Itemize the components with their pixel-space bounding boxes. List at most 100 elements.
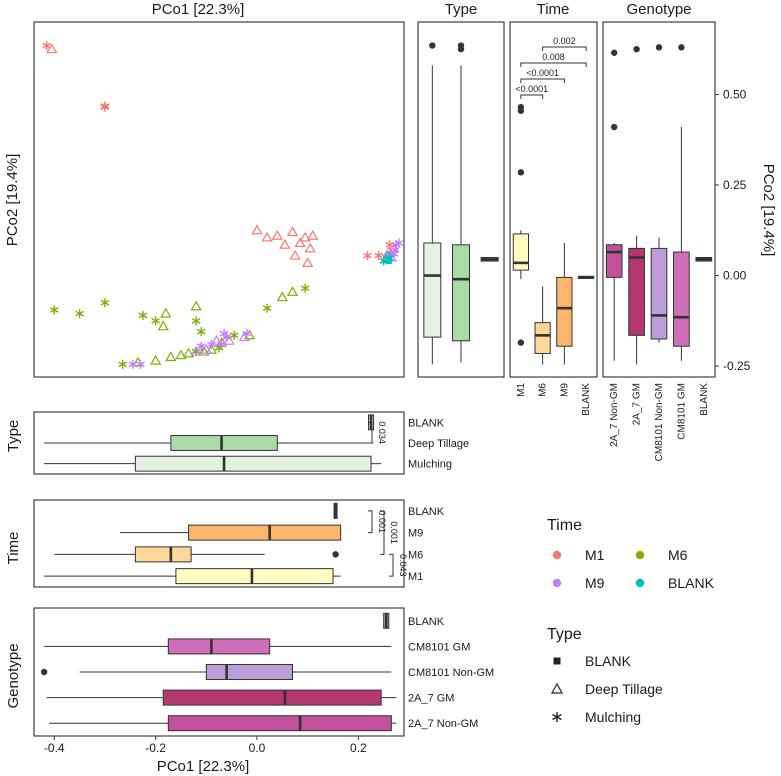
scatter-point-m9-48-stroke-2 (128, 361, 138, 368)
scatter-point-m6-35 (286, 286, 299, 296)
scatter-point-m1-3-stroke-2 (100, 103, 110, 109)
scatter-point-m6-25-stroke-2 (151, 317, 160, 324)
scatter-point-m9-60 (238, 331, 250, 342)
type-y-deep-tillage-box (423, 242, 442, 338)
genotype-y-2a-7-gm-label: 2A_7 GM (632, 383, 643, 425)
scatter-point-m6-37-stroke-2 (118, 361, 128, 368)
time-y-m1-label: M1 (516, 383, 527, 397)
scatter-point-m6-32 (229, 330, 239, 340)
time-x-m1-box (175, 568, 334, 585)
legend: Time Type M1 M6 M9 BLANK BLANK Deep Tillage Mu… (547, 517, 715, 725)
time-y-bracket-1 (520, 78, 565, 83)
genotype-x-2a-7-gm-box (162, 689, 382, 706)
legend-time-m9-label: M9 (585, 575, 605, 591)
type-x-mulching-box (134, 455, 372, 472)
time-y-m1-outlier-1 (517, 107, 525, 114)
time-x-bracket-0-pvalue: 0.001 (377, 510, 387, 533)
type-x-bracket-0-pvalue: 0.034 (377, 421, 387, 444)
time-x-bracket-2 (389, 553, 394, 577)
time-x-bracket-1-pvalue: 0.001 (389, 521, 399, 544)
time-y-m9-label: M9 (559, 383, 570, 397)
scatter-points (42, 41, 404, 369)
scatter-point-m9-58 (223, 334, 235, 345)
scatter-point-m9-50 (190, 345, 202, 356)
scatter-point-m6-33-stroke-2 (262, 305, 272, 312)
genotype-y-panel-title: Genotype (626, 1, 691, 18)
genotype-y-cm8101-non-gm-label: CM8101 Non-GM (654, 383, 665, 461)
genotype-x-cm8101-gm-label: CM8101 GM (408, 641, 470, 653)
type-x-boxplot-panel: BLANK Deep Tillage Mulching 0.034 (33, 411, 469, 475)
scatter-point-m9-55 (217, 339, 226, 349)
time-y-bracket-2 (520, 62, 587, 67)
genotype-y-2a-7-non-gm-label: 2A_7 Non-GM (609, 383, 620, 447)
scatter-point-m6-30-stroke-2 (196, 328, 206, 335)
scatter-point-m9-62-stroke-2 (394, 240, 404, 246)
time-y-boxplot-panel: M1 M6 M9 BLANK <0.0001 <0.0001 0.008 0.002 (509, 21, 598, 416)
scatter-point-m1-17 (385, 240, 395, 250)
scatter-point-m1-16-stroke-2 (374, 252, 384, 259)
scatter-point-m6-44 (198, 345, 210, 356)
genotype-y-2a-7-gm-outlier-0 (633, 45, 640, 53)
scatter-point-m1-10 (299, 231, 311, 242)
scatter-point-m6-24 (138, 310, 148, 320)
legend-type-deep-tillage-label: Deep Tillage (585, 681, 663, 697)
scatter-point-m6-23 (100, 298, 110, 308)
scatter-point-m6-29 (191, 316, 201, 326)
scatter-point-m1-0 (42, 41, 52, 51)
time-y-blank-label: BLANK (581, 383, 592, 416)
genotype-y-cm8101-gm-outlier-0 (678, 44, 685, 51)
legend-type-mulching-label: Mulching (585, 709, 641, 725)
scatter-point-m6-24-stroke-2 (138, 312, 148, 319)
scatter-point-m6-30 (196, 327, 206, 337)
scatter-point-m1-11 (304, 242, 316, 253)
scatter-point-blank-69 (385, 258, 392, 265)
right-y-axis-label: PCo2 [19.4%] (760, 164, 777, 257)
type-x-panel-title: Type (5, 420, 22, 453)
time-x-panel-title: Time (5, 532, 22, 565)
type-y-boxplot-panel (417, 21, 505, 378)
scatter-point-m6-21-stroke-2 (49, 307, 59, 313)
scatter-point-m1-9 (294, 237, 306, 247)
scatter-point-m9-48 (128, 359, 138, 369)
scatter-point-m9-51-stroke-2 (196, 343, 206, 350)
legend-type-blank-marker (553, 657, 561, 665)
scatter-point-m9-56-stroke-2 (219, 330, 229, 337)
x-tick-label-2: 0.0 (249, 741, 266, 755)
time-x-m6-outlier-0 (332, 551, 339, 558)
time-y-bracket-1-pvalue: <0.0001 (526, 68, 559, 78)
genotype-y-2a-7-gm-box (628, 247, 645, 336)
time-x-frame (33, 499, 405, 588)
time-y-bracket-3-pvalue: 0.002 (553, 36, 576, 46)
legend-time-m1-marker (552, 550, 562, 560)
time-x-bracket-1 (380, 510, 385, 555)
time-y-m1-outlier-2 (517, 169, 525, 176)
scatter-point-m1-12 (307, 229, 319, 240)
genotype-x-blank-label: BLANK (408, 616, 445, 628)
legend-type-title: Type (547, 626, 582, 643)
scatter-point-m9-62 (394, 238, 404, 248)
genotype-x-cm8101-non-gm-box (205, 664, 293, 680)
genotype-x-cm8101-non-gm-outlier-0 (40, 668, 48, 676)
time-y-bracket-0 (520, 94, 544, 99)
scatter-point-m6-29-stroke-2 (191, 317, 201, 324)
bottom-x-axis-label: PCo1 [22.3%] (157, 758, 250, 775)
scatter-point-m6-28 (190, 300, 202, 311)
legend-time-m6-label: M6 (668, 547, 688, 563)
genotype-y-cm8101-non-gm-outlier-0 (655, 44, 663, 51)
scatter-point-m6-36 (300, 283, 310, 293)
type-y-frame (417, 21, 505, 378)
genotype-x-cm8101-gm-box (167, 638, 271, 655)
scatter-point-m6-22 (75, 309, 84, 319)
scatter-point-m1-7 (279, 238, 291, 249)
time-y-panel-title: Time (537, 1, 570, 18)
genotype-y-2a-7-non-gm-outlier-0 (611, 49, 618, 56)
time-x-m9-box (188, 524, 342, 541)
genotype-y-blank-label: BLANK (699, 383, 710, 416)
y-tick-label-2: 0.00 (723, 269, 747, 283)
y-tick-label-1: 0.25 (723, 178, 747, 192)
legend-type-blank-label: BLANK (585, 653, 632, 669)
type-y-mulching-box (452, 244, 470, 342)
legend-time-m1-label: M1 (585, 547, 605, 563)
time-y-m1-outlier-3 (517, 339, 525, 346)
type-x-deep-tillage-label: Deep Tillage (408, 438, 469, 450)
